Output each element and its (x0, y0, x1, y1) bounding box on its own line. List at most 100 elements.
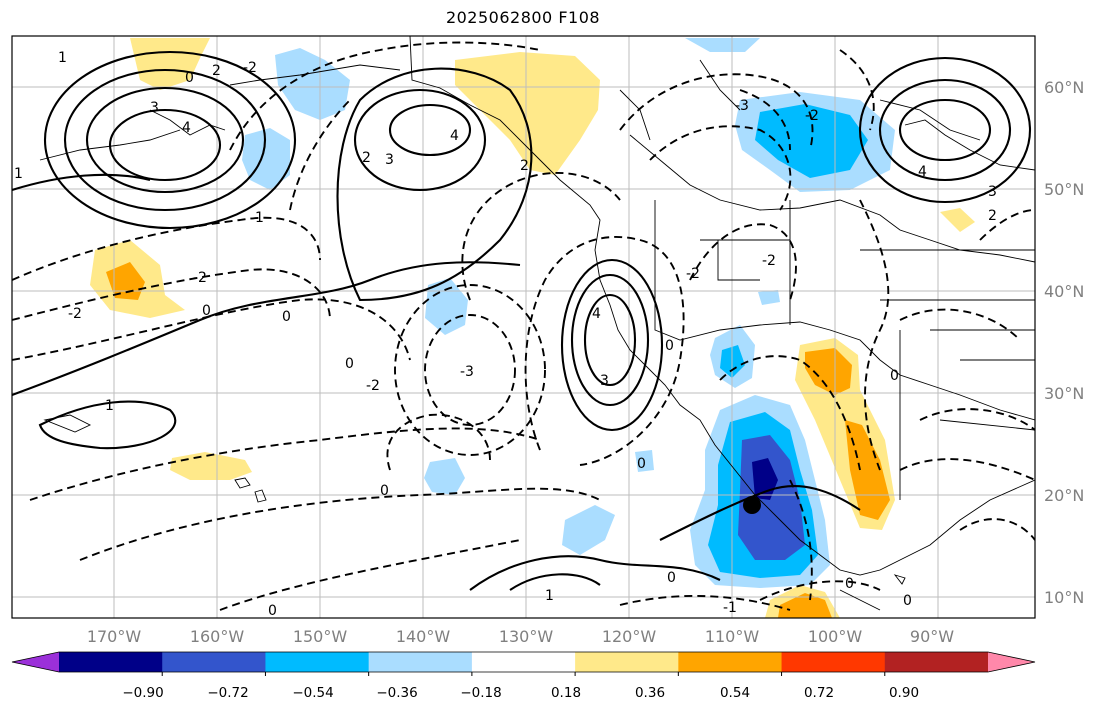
positive-anomaly-area (940, 208, 975, 232)
latitude-label: 50°N (1044, 180, 1084, 199)
contour-label: 4 (592, 306, 601, 322)
contour-label: 1 (545, 588, 554, 604)
longitude-label: 110°W (705, 627, 760, 646)
contour-label: 0 (667, 570, 676, 586)
longitude-label: 160°W (190, 627, 245, 646)
colorbar-extend-high (988, 652, 1035, 672)
negative-anomaly-area (425, 278, 468, 335)
colorbar-segment (471, 652, 576, 672)
colorbar-tick-label: −0.36 (376, 685, 417, 701)
contour-label: -1 (723, 600, 737, 616)
contour-label: 3 (988, 184, 997, 200)
negative-contours (12, 41, 1035, 611)
positive-anomaly-area (170, 452, 252, 480)
colorbar-tick-label: −0.90 (122, 685, 163, 701)
contour-label: 3 (150, 100, 159, 116)
negative-anomaly-area (635, 450, 654, 472)
colorbar-segment (884, 652, 989, 672)
colorbar-tick-label: −0.72 (207, 685, 248, 701)
colorbar-tick-label: 0.54 (720, 685, 750, 701)
contour-label: 1 (105, 398, 114, 414)
contour-label: 4 (918, 164, 927, 180)
longitude-label: 120°W (602, 627, 657, 646)
longitude-label: 100°W (808, 627, 863, 646)
longitude-label: 150°W (293, 627, 348, 646)
colorbar-tick-label: 0.36 (635, 685, 665, 701)
latitude-label: 60°N (1044, 78, 1084, 97)
contour-label: 2 (212, 63, 221, 79)
positive-anomaly-core (778, 593, 832, 618)
contour-label: 0 (282, 309, 291, 325)
negative-anomaly-area (685, 38, 760, 52)
negative-anomaly-area (275, 48, 350, 120)
map-frame (11, 35, 1036, 619)
negative-anomaly-area (758, 290, 780, 305)
colorbar-segment (781, 652, 886, 672)
contour-label: 1 (14, 166, 23, 182)
coastlines (39, 36, 1035, 611)
positive-anomaly-core (805, 348, 852, 395)
colorbar-labels: −0.90 −0.72 −0.54 −0.36 −0.18 0.18 0.36 … (122, 685, 919, 701)
colorbar-segment (368, 652, 473, 672)
contour-label: -3 (460, 364, 474, 380)
contour-label: 4 (182, 120, 191, 136)
contour-label: 1 (58, 50, 67, 66)
contour-labels: 1 2 3 4 -2 0 1 2 3 4 -2 -2 0 0 0 -2 -3 1… (14, 50, 997, 619)
colorbar-segment (678, 652, 783, 672)
colorbar-extend-low (12, 652, 59, 672)
contour-label: 0 (903, 593, 912, 609)
negative-anomaly-area (242, 128, 290, 190)
contour-label: -2 (243, 60, 257, 76)
contour-label: 0 (345, 356, 354, 372)
storm-center-marker (743, 496, 761, 514)
contour-label: -2 (762, 253, 776, 269)
contour-label: 0 (890, 368, 899, 384)
negative-anomaly-area (562, 505, 615, 555)
latitude-label: 30°N (1044, 384, 1084, 403)
contour-label: 0 (268, 603, 277, 619)
contour-label: -2 (805, 108, 819, 124)
contour-label: 4 (450, 128, 459, 144)
colorbar-tick-label: 0.72 (804, 685, 834, 701)
contour-label: 3 (600, 373, 609, 389)
colorbar-tick-label: −0.54 (292, 685, 333, 701)
contour-label: 2 (362, 150, 371, 166)
latitude-label: 20°N (1044, 486, 1084, 505)
contour-label: 2 (988, 208, 997, 224)
contour-label: -2 (193, 270, 207, 286)
colorbar-tick-label: −0.18 (460, 685, 501, 701)
colorbar-segment (59, 652, 163, 672)
anomaly-shading (90, 38, 975, 618)
contour-label: -2 (686, 266, 700, 282)
positive-anomaly-area (455, 52, 600, 175)
contour-label: -3 (735, 98, 749, 114)
longitude-labels: 170°W 160°W 150°W 140°W 130°W 120°W 110°… (87, 627, 954, 646)
longitude-label: 170°W (87, 627, 142, 646)
latitude-label: 10°N (1044, 588, 1084, 607)
contour-label: 0 (637, 456, 646, 472)
contour-label: 0 (185, 70, 194, 86)
contour-label: 1 (255, 210, 264, 226)
colorbar-segment (162, 652, 266, 672)
positive-anomaly-area (130, 38, 210, 90)
colorbar-segment (575, 652, 679, 672)
colorbar-outline (11, 651, 1036, 673)
contour-label: 3 (385, 152, 394, 168)
contour-label: -2 (366, 378, 380, 394)
contour-label: 0 (380, 483, 389, 499)
contour-label: 0 (202, 303, 211, 319)
latitude-label: 40°N (1044, 282, 1084, 301)
contour-label: 2 (520, 158, 529, 174)
colorbar (11, 651, 1036, 676)
colorbar-segment (265, 652, 370, 672)
map-title: 2025062800 F108 (445, 8, 601, 27)
longitude-label: 130°W (499, 627, 554, 646)
negative-anomaly-area (424, 458, 465, 495)
contour-label: 0 (665, 338, 674, 354)
longitude-label: 90°W (910, 627, 954, 646)
contour-label: 0 (845, 576, 854, 592)
longitude-label: 140°W (396, 627, 451, 646)
colorbar-tick-label: 0.90 (889, 685, 919, 701)
latitude-labels: 60°N 50°N 40°N 30°N 20°N 10°N (1044, 78, 1084, 607)
